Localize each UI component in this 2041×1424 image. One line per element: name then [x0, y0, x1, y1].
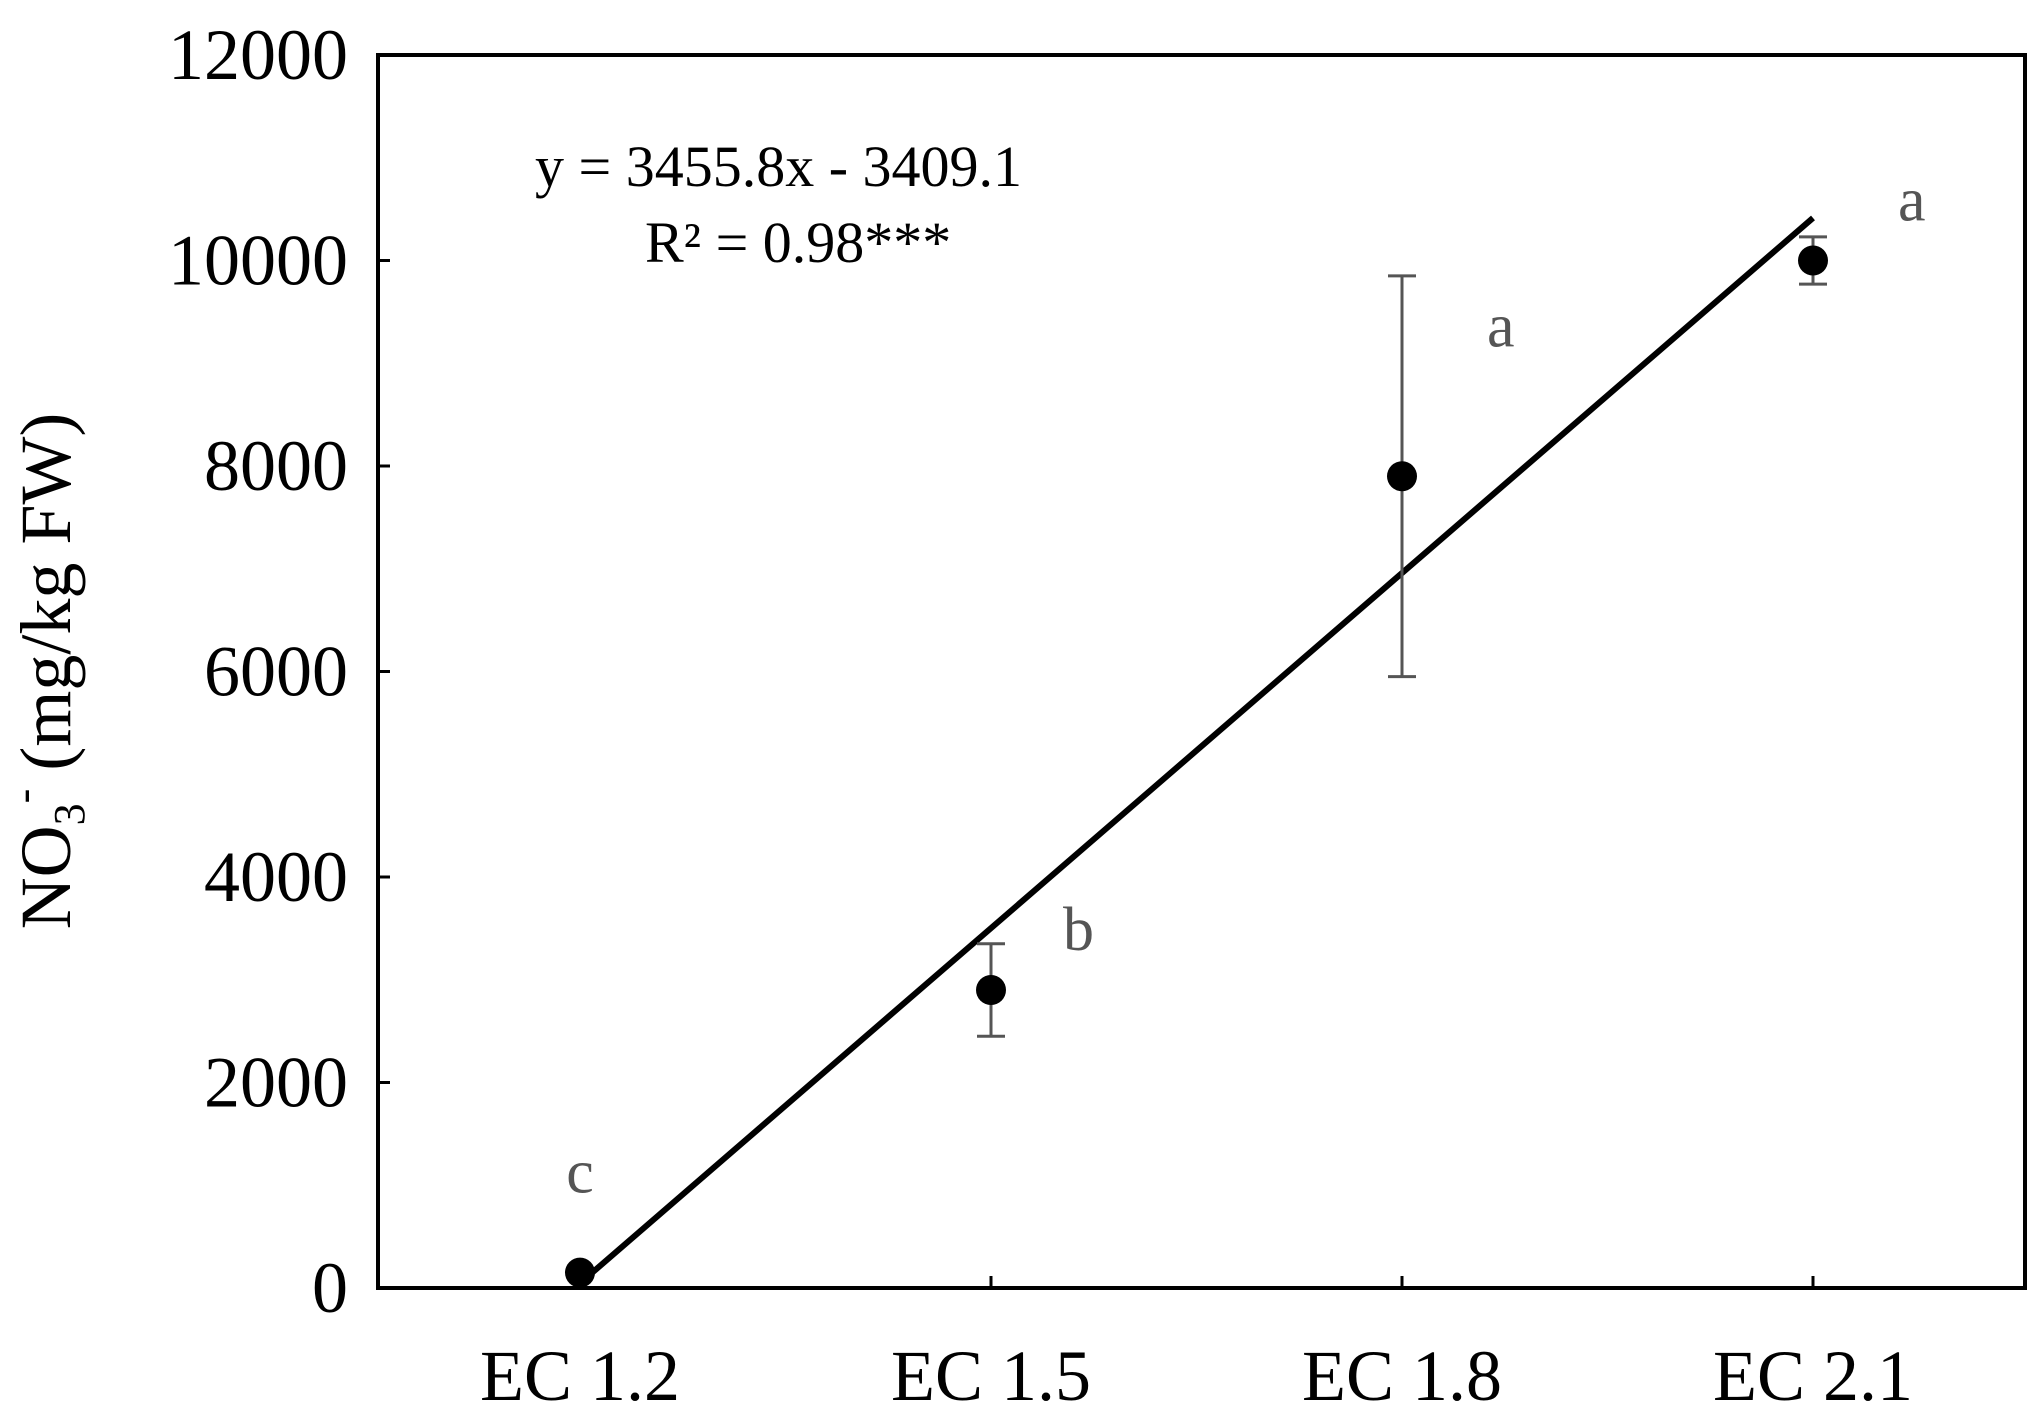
y-tick-label: 12000	[168, 15, 348, 95]
significance-label: c	[566, 1139, 594, 1207]
x-tick-label: EC 2.1	[1713, 1336, 1913, 1416]
significance-label: b	[1063, 896, 1094, 964]
y-tick-label: 10000	[168, 221, 348, 301]
x-tick-label: EC 1.8	[1302, 1336, 1502, 1416]
x-tick-label: EC 1.2	[480, 1336, 680, 1416]
y-axis-ticks: 0 2000 4000 6000 8000 10000 12000	[168, 15, 390, 1328]
data-point	[1798, 245, 1828, 276]
x-tick-label: EC 1.5	[891, 1336, 1091, 1416]
data-point	[1387, 461, 1417, 492]
y-axis-title-subscript: 3	[45, 803, 94, 825]
y-tick-label: 0	[312, 1248, 348, 1328]
significance-label: a	[1487, 292, 1515, 360]
x-axis-ticks: EC 1.2 EC 1.5 EC 1.8 EC 2.1	[480, 1276, 1913, 1416]
r-squared-label: R² = 0.98***	[645, 210, 951, 275]
y-tick-label: 8000	[204, 426, 348, 506]
data-series: c b a a	[565, 167, 1926, 1288]
y-tick-label: 6000	[204, 632, 348, 712]
y-axis-title: NO3- (mg/kg FW)	[0, 413, 94, 930]
data-point	[976, 975, 1006, 1006]
y-tick-label: 2000	[204, 1043, 348, 1123]
y-axis-title-superscript: -	[0, 789, 48, 804]
data-point	[565, 1257, 595, 1288]
plot-area	[376, 53, 2027, 1290]
y-tick-label: 4000	[204, 837, 348, 917]
significance-label: a	[1898, 167, 1926, 235]
y-axis-title-main: NO	[6, 825, 86, 929]
trendline	[578, 215, 1815, 1286]
y-axis-title-unit: (mg/kg FW)	[6, 413, 86, 789]
trendline-equation: y = 3455.8x - 3409.1	[535, 134, 1022, 199]
